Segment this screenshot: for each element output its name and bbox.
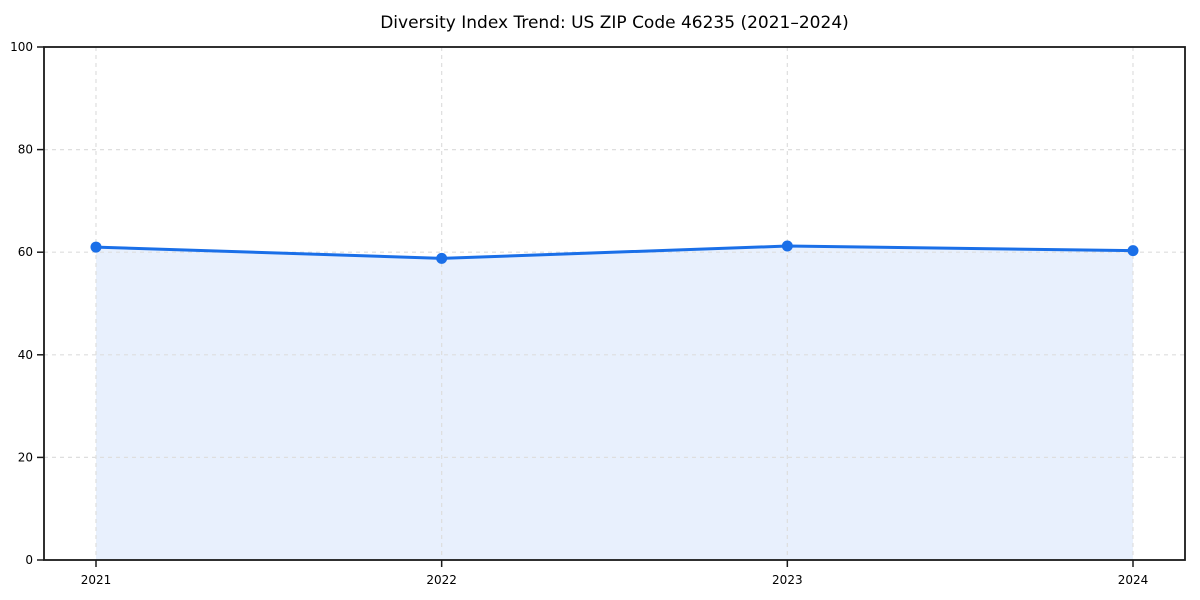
chart-title: Diversity Index Trend: US ZIP Code 46235… (380, 13, 849, 33)
data-point-marker (1127, 245, 1139, 257)
data-point-marker (90, 241, 102, 253)
x-tick-label: 2022 (426, 573, 457, 587)
trend-line (94, 244, 1135, 260)
y-tick-label: 0 (25, 553, 33, 567)
data-point-marker (436, 252, 448, 264)
x-tick-label: 2024 (1118, 573, 1149, 587)
plot-frame (43, 46, 1186, 561)
y-tick-label: 60 (18, 245, 33, 259)
x-tick-label: 2023 (772, 573, 803, 587)
area-fill (96, 246, 1133, 560)
y-tick-label: 40 (18, 348, 33, 362)
y-tick-label: 100 (10, 40, 33, 54)
y-tick-label: 20 (18, 450, 33, 464)
data-point-marker (781, 240, 793, 252)
y-tick-label: 80 (18, 143, 33, 157)
x-tick-label: 2021 (81, 573, 112, 587)
